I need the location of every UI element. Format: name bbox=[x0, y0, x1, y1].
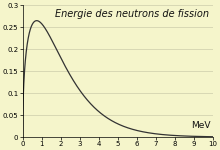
Text: MeV: MeV bbox=[191, 122, 211, 130]
Text: Energie des neutrons de fission: Energie des neutrons de fission bbox=[55, 9, 209, 19]
